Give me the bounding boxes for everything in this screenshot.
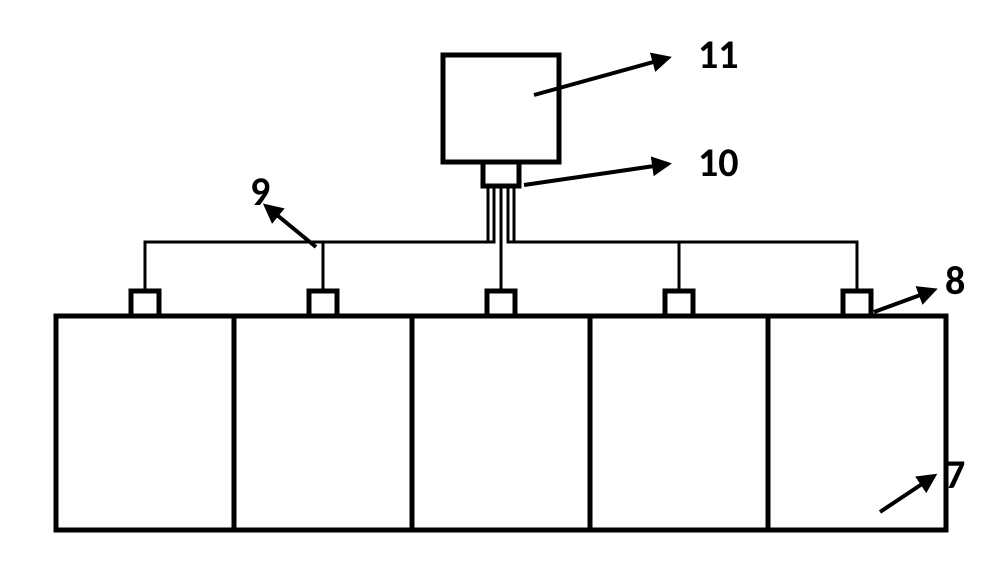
cell-1 [56, 316, 234, 530]
label-8: 8 [945, 256, 965, 305]
connector-5 [843, 291, 871, 316]
connector-4 [665, 291, 693, 316]
arrow-10 [524, 164, 668, 185]
connector-row [131, 291, 871, 316]
label-9: 9 [250, 167, 270, 216]
hub-box [483, 162, 519, 186]
label-7: 7 [945, 450, 965, 499]
cell-2 [234, 316, 412, 530]
connector-1 [131, 291, 159, 316]
cell-5 [768, 316, 946, 530]
cell-row [56, 316, 946, 530]
arrow-11 [534, 58, 668, 95]
connector-3 [487, 291, 515, 316]
connector-2 [309, 291, 337, 316]
arrow-8 [874, 290, 934, 312]
label-10: 10 [698, 138, 739, 187]
cell-4 [590, 316, 768, 530]
cell-3 [412, 316, 590, 530]
controller-box [443, 55, 559, 162]
arrow-7 [880, 476, 934, 512]
label-11: 11 [698, 30, 739, 79]
